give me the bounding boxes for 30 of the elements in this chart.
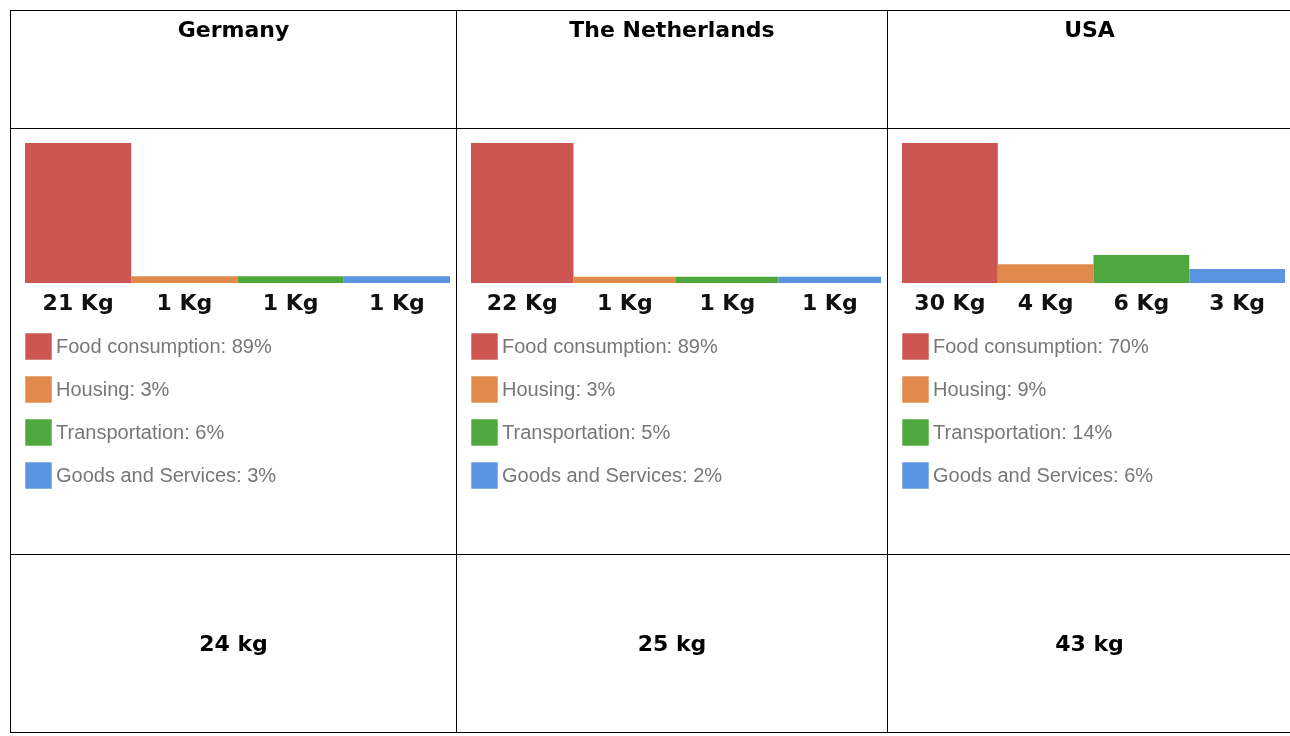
legend-label: Food consumption: 70% [933, 334, 1149, 357]
data-label: 1 Kg [801, 290, 858, 315]
chart-title: The Netherlands [456, 10, 888, 129]
chart-title: USA [887, 10, 1290, 129]
data-label: 1 Kg [368, 290, 425, 315]
legend-label: Goods and Services: 6% [933, 463, 1154, 486]
legend-label: Housing: 9% [933, 377, 1047, 400]
text: 43 kg [887, 554, 1290, 733]
legend-label: Goods and Services: 2% [502, 463, 723, 486]
text: 24 kg [10, 554, 457, 733]
data-label: 1 Kg [156, 290, 213, 315]
legend-label: Goods and Services: 3% [56, 463, 277, 486]
data-label: 21 Kg [42, 290, 114, 315]
text: 25 kg [456, 554, 888, 733]
data-label: 3 Kg [1209, 290, 1266, 315]
data-label: 1 Kg [596, 290, 653, 315]
data-label: 1 Kg [262, 290, 319, 315]
legend-label: Food consumption: 89% [56, 334, 272, 357]
legend-label: Transportation: 6% [56, 420, 225, 443]
chart-title: Germany [10, 10, 457, 129]
legend-label: Food consumption: 89% [502, 334, 718, 357]
data-label: 4 Kg [1017, 290, 1074, 315]
legend-label: Housing: 3% [56, 377, 170, 400]
legend-label: Transportation: 5% [502, 420, 671, 443]
data-label: 30 Kg [914, 290, 986, 315]
data-label: 22 Kg [486, 290, 558, 315]
legend-label: Transportation: 14% [933, 420, 1113, 443]
data-label: 1 Kg [699, 290, 756, 315]
data-label: 6 Kg [1113, 290, 1170, 315]
legend-label: Housing: 3% [502, 377, 616, 400]
